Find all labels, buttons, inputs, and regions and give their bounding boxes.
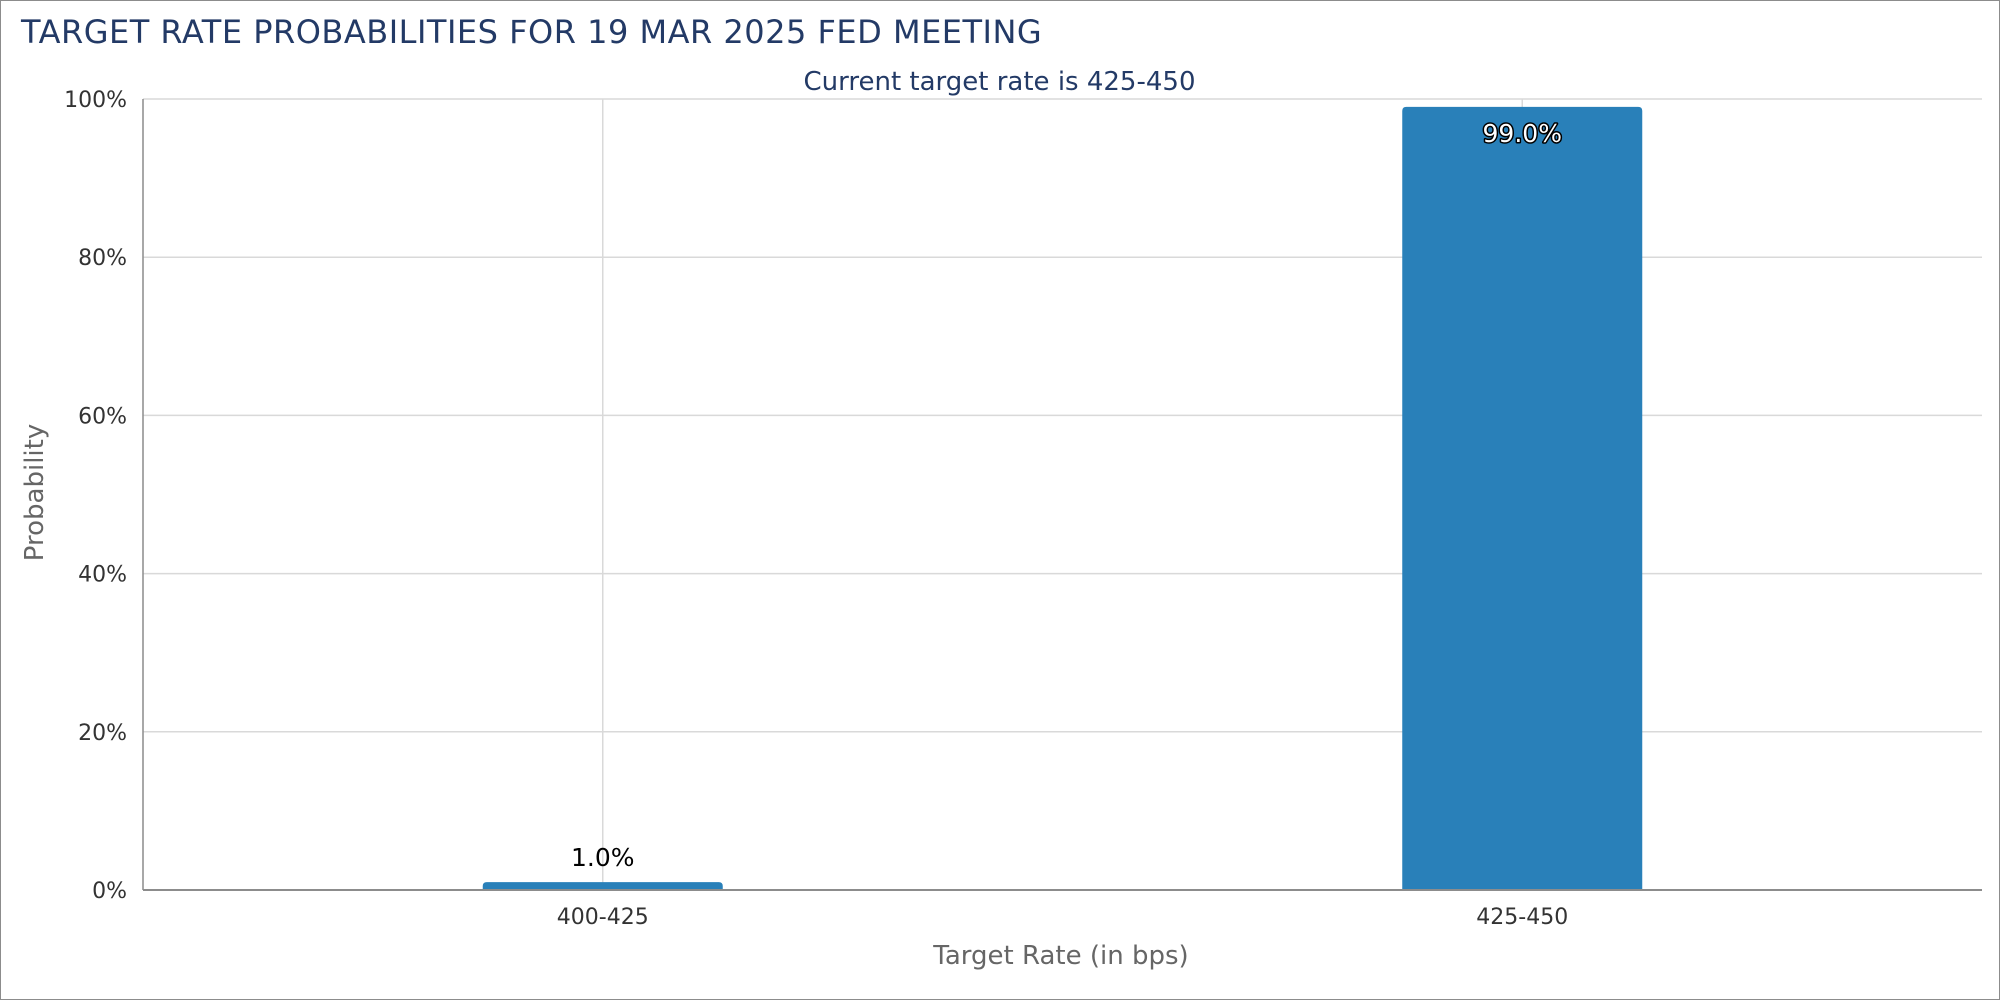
data-label: 1.0% <box>571 843 635 872</box>
x-tick-label: 400-425 <box>557 905 649 930</box>
y-tick-label: 0% <box>92 879 127 904</box>
y-tick-label: 60% <box>78 404 127 429</box>
chart-title: TARGET RATE PROBABILITIES FOR 19 MAR 202… <box>21 13 1043 51</box>
y-axis-title: Probability <box>20 424 50 561</box>
bar-400-425 <box>482 882 723 890</box>
bar-425-450 <box>1402 106 1643 890</box>
y-tick-label: 100% <box>64 88 127 113</box>
data-label: 99.0% <box>1483 119 1562 148</box>
bars <box>482 106 1643 890</box>
axes: 0% 20% 40% 60% 80% 100% 400-425 425-450 <box>64 88 1982 930</box>
y-tick-label: 80% <box>78 246 127 271</box>
grid-lines <box>143 98 1982 890</box>
data-labels: 1.0% 99.0% <box>571 117 1563 872</box>
x-tick-label: 425-450 <box>1476 905 1568 930</box>
chart-subtitle: Current target rate is 425-450 <box>804 67 1196 97</box>
x-axis-title: Target Rate (in bps) <box>932 941 1188 971</box>
y-tick-label: 20% <box>78 721 127 746</box>
y-tick-label: 40% <box>78 563 127 588</box>
